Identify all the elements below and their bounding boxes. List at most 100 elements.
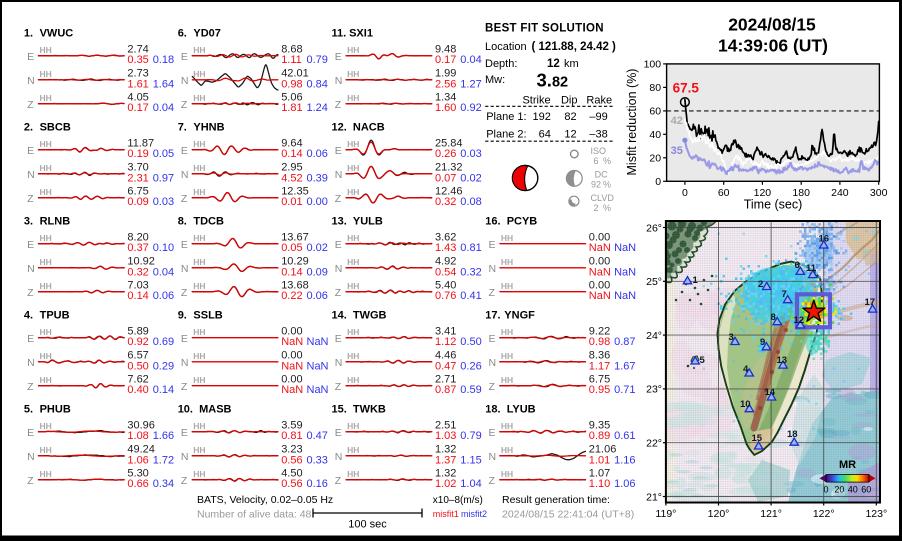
svg-text:HH: HH [40,163,52,173]
svg-text:0.98: 0.98 [281,78,302,90]
svg-text:CLVD: CLVD [591,193,615,203]
svg-text:2024/08/15 22:41:04 (UT+8): 2024/08/15 22:41:04 (UT+8) [502,509,634,521]
svg-text:10.: 10. [178,403,193,415]
svg-text:E: E [181,333,188,345]
svg-text:E: E [335,333,342,345]
svg-text:92: 92 [591,180,601,190]
svg-text:NACB: NACB [353,121,385,133]
svg-text:Rake: Rake [586,95,612,107]
svg-text:N: N [27,451,35,463]
svg-text:7.: 7. [178,121,187,133]
svg-text:1.32: 1.32 [435,468,456,480]
svg-text:–99: –99 [589,111,607,123]
svg-text:67.5: 67.5 [673,81,700,96]
svg-text:E: E [489,239,496,251]
svg-text:24°: 24° [646,330,662,342]
svg-text:HH: HH [40,281,52,291]
svg-text:HH: HH [193,139,205,149]
svg-text:Z: Z [335,287,342,299]
svg-text:0.22: 0.22 [281,290,302,302]
svg-text:HH: HH [193,375,205,385]
svg-text:x10–8(m/s): x10–8(m/s) [433,495,483,506]
svg-text:HH: HH [193,327,205,337]
svg-text:0.00: 0.00 [589,232,610,244]
svg-text:21°: 21° [646,491,662,503]
svg-text:2.56: 2.56 [435,78,456,90]
svg-text:HH: HH [501,257,513,267]
svg-text:Z: Z [335,193,342,205]
svg-text:N: N [181,357,189,369]
svg-text:1.11: 1.11 [281,54,302,66]
svg-text:1.99: 1.99 [435,68,456,80]
svg-text:9.64: 9.64 [281,138,302,150]
svg-text:NaN: NaN [589,290,611,302]
svg-text:0.00: 0.00 [281,350,302,362]
svg-text:1.72: 1.72 [153,454,174,466]
svg-text:HH: HH [193,163,205,173]
svg-text:Misfit reduction (%): Misfit reduction (%) [625,69,639,176]
svg-text:N: N [489,357,497,369]
svg-text:11.87: 11.87 [127,138,154,150]
svg-text:HH: HH [193,351,205,361]
svg-text:NaN: NaN [589,266,611,278]
svg-text:1.32: 1.32 [435,444,456,456]
svg-text:6.: 6. [178,27,187,39]
svg-text:2: 2 [758,279,763,290]
svg-text:0.14: 0.14 [153,384,174,396]
svg-text:HH: HH [193,257,205,267]
svg-text:1.60: 1.60 [435,102,456,114]
svg-text:NaN: NaN [589,242,611,254]
svg-text:6.75: 6.75 [589,374,610,386]
svg-text:HH: HH [347,257,359,267]
svg-text:1.17: 1.17 [589,360,610,372]
svg-text:0.04: 0.04 [153,102,174,114]
svg-text:0.10: 0.10 [153,242,174,254]
svg-text:0.56: 0.56 [281,478,302,490]
svg-text:E: E [27,239,34,251]
svg-text:N: N [489,451,497,463]
svg-text:NaN: NaN [307,384,329,396]
svg-text:HH: HH [193,93,205,103]
svg-text:E: E [181,427,188,439]
svg-text:0.06: 0.06 [153,290,174,302]
svg-text:HH: HH [501,281,513,291]
svg-text:NaN: NaN [281,336,303,348]
svg-text:HH: HH [347,375,359,385]
svg-text:Mw:: Mw: [485,74,505,86]
svg-text:HH: HH [40,139,52,149]
svg-text:0.87: 0.87 [614,336,635,348]
svg-text:HH: HH [347,445,359,455]
svg-text:HH: HH [347,187,359,197]
svg-text:PCYB: PCYB [507,215,538,227]
svg-text:0.33: 0.33 [307,454,328,466]
svg-text:SXI1: SXI1 [349,27,373,39]
svg-text:25°: 25° [646,276,662,288]
svg-text:192: 192 [533,111,551,123]
svg-text:E: E [181,51,188,63]
svg-text:300: 300 [870,187,888,199]
svg-text:0: 0 [682,187,688,199]
svg-text:0.03: 0.03 [460,148,481,160]
svg-text:HH: HH [193,421,205,431]
svg-text:Z: Z [335,381,342,393]
svg-text:0.19: 0.19 [127,148,148,160]
svg-text:HH: HH [40,375,52,385]
svg-text:3.82: 3.82 [537,70,569,91]
svg-text:0.50: 0.50 [460,336,481,348]
svg-text:180: 180 [792,187,810,199]
svg-text:14.: 14. [332,309,347,321]
svg-text:HH: HH [501,375,513,385]
svg-text:15.: 15. [332,403,347,415]
svg-text:0.32: 0.32 [127,266,148,278]
svg-text:YULB: YULB [353,215,383,227]
svg-text:100 sec: 100 sec [348,519,387,531]
svg-text:20: 20 [649,153,661,165]
svg-text:HH: HH [501,469,513,479]
svg-text:13.67: 13.67 [281,232,309,244]
svg-text:Plane 1:: Plane 1: [486,111,526,123]
svg-text:misfit1: misfit1 [433,509,459,519]
svg-text:0.05: 0.05 [153,148,174,160]
svg-text:0.14: 0.14 [281,266,302,278]
svg-text:40: 40 [649,129,661,141]
svg-text:N: N [335,357,343,369]
